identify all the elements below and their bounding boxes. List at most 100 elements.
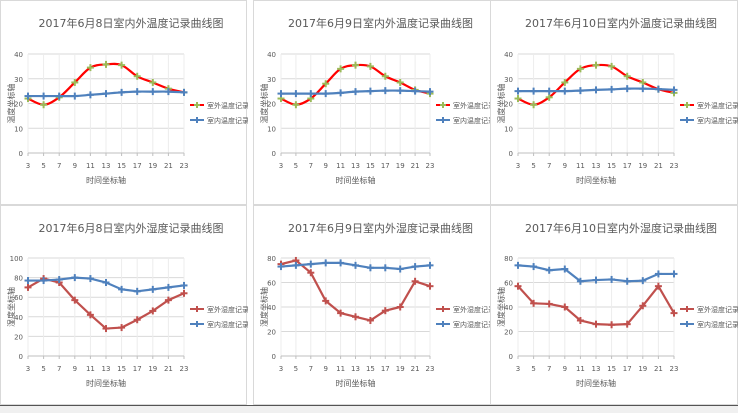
y-tick-label: 20	[14, 333, 23, 341]
data-point-marker	[608, 275, 616, 283]
x-tick-label: 5	[294, 162, 298, 170]
data-point-marker	[514, 261, 522, 269]
data-point-marker	[381, 307, 389, 315]
data-point-marker	[639, 302, 647, 310]
legend-label: 室内温度记录曲线	[697, 116, 738, 125]
y-tick-label: 100	[10, 255, 23, 263]
data-point-marker	[411, 277, 419, 285]
x-tick-label: 23	[670, 365, 679, 373]
data-point-marker	[592, 276, 600, 284]
x-tick-label: 15	[117, 365, 126, 373]
x-tick-label: 3	[26, 365, 30, 373]
data-point-marker	[118, 285, 126, 293]
x-tick-label: 15	[366, 162, 375, 170]
data-point-marker	[366, 62, 374, 70]
data-point-marker	[352, 61, 359, 69]
x-axis-label: 时间坐标轴	[336, 378, 376, 388]
x-tick-label: 13	[102, 162, 111, 170]
data-point-marker	[86, 64, 94, 72]
data-point-marker	[623, 85, 631, 93]
data-point-marker	[102, 325, 110, 333]
data-point-marker	[180, 281, 188, 289]
data-point-marker	[576, 65, 584, 73]
data-point-marker	[322, 259, 330, 267]
legend-label: 室内温度记录曲线	[207, 116, 248, 125]
x-tick-label: 21	[411, 162, 420, 170]
line-chart: 2017年6月8日室内外温度记录曲线图 0 10 20 30 40 3 5 7 9 11 13 15 17…	[6, 16, 248, 185]
chart-title: 2017年6月8日室内外温度记录曲线图	[39, 16, 224, 30]
y-axis-label: 温度坐标轴	[6, 84, 16, 124]
x-tick-label: 15	[607, 162, 616, 170]
data-point-marker	[639, 277, 647, 285]
y-axis-label: 温度坐标轴	[259, 84, 269, 124]
data-point-marker	[164, 296, 172, 304]
data-point-marker	[530, 101, 538, 109]
x-tick-label: 11	[86, 162, 95, 170]
data-point-marker	[24, 92, 32, 100]
data-point-marker	[514, 87, 522, 95]
window-bottom-edge	[0, 405, 738, 413]
data-point-marker	[396, 265, 404, 273]
y-tick-label: 60	[267, 280, 276, 288]
chart-panel-temp-0608: 2017年6月8日室内外温度记录曲线图 0 10 20 30 40 3 5 7 9 11 13 15 17…	[0, 0, 248, 205]
y-tick-label: 40	[504, 304, 513, 312]
data-point-marker	[149, 307, 157, 315]
x-tick-label: 13	[351, 162, 360, 170]
y-tick-label: 30	[14, 76, 23, 84]
data-point-marker	[396, 78, 404, 86]
data-point-marker	[530, 87, 538, 95]
data-point-marker	[133, 287, 141, 295]
data-point-marker	[545, 93, 553, 101]
data-point-marker	[426, 261, 434, 269]
x-tick-label: 5	[531, 365, 535, 373]
legend-label: 室外湿度记录曲线	[207, 305, 248, 314]
data-point-marker	[654, 270, 662, 278]
y-tick-label: 10	[504, 125, 513, 133]
x-tick-label: 13	[351, 365, 360, 373]
data-point-marker	[40, 101, 48, 109]
legend-label: 室内湿度记录曲线	[453, 320, 492, 329]
data-point-marker	[623, 320, 631, 328]
legend-label: 室外温度记录曲线	[697, 101, 738, 110]
data-point-marker	[670, 309, 678, 317]
x-tick-label: 23	[426, 365, 435, 373]
y-tick-label: 30	[504, 76, 513, 84]
x-tick-label: 23	[670, 162, 679, 170]
data-point-marker	[561, 87, 569, 95]
data-point-marker	[322, 90, 330, 98]
y-tick-label: 10	[267, 125, 276, 133]
x-tick-label: 9	[563, 162, 567, 170]
data-point-marker	[149, 88, 157, 96]
x-tick-label: 17	[623, 365, 632, 373]
data-point-marker	[40, 92, 48, 100]
data-point-marker	[623, 72, 631, 80]
data-point-marker	[55, 92, 63, 100]
x-tick-label: 15	[607, 365, 616, 373]
data-point-marker	[514, 95, 522, 103]
data-point-marker	[639, 85, 647, 93]
y-tick-label: 0	[19, 150, 23, 158]
data-point-marker	[592, 320, 600, 328]
x-tick-label: 17	[381, 365, 390, 373]
x-axis-label: 时间坐标轴	[86, 378, 126, 388]
y-axis-label: 温度坐标轴	[496, 84, 506, 124]
y-tick-label: 30	[267, 76, 276, 84]
x-tick-label: 17	[623, 162, 632, 170]
x-tick-label: 21	[411, 365, 420, 373]
x-tick-label: 5	[531, 162, 535, 170]
y-tick-label: 80	[14, 275, 23, 283]
data-point-marker	[24, 283, 32, 291]
data-point-marker	[71, 274, 79, 282]
y-axis-label: 湿度坐标轴	[6, 287, 16, 327]
data-point-marker	[426, 88, 434, 96]
data-point-marker	[545, 300, 553, 308]
legend-label: 室外湿度记录曲线	[453, 305, 492, 314]
x-tick-label: 13	[592, 365, 601, 373]
y-axis-label: 湿度坐标轴	[496, 287, 506, 327]
x-tick-label: 15	[117, 162, 126, 170]
x-tick-label: 9	[73, 162, 77, 170]
x-axis-label: 时间坐标轴	[86, 175, 126, 185]
data-point-marker	[670, 270, 678, 278]
x-axis-label: 时间坐标轴	[576, 378, 616, 388]
x-tick-label: 19	[396, 365, 405, 373]
